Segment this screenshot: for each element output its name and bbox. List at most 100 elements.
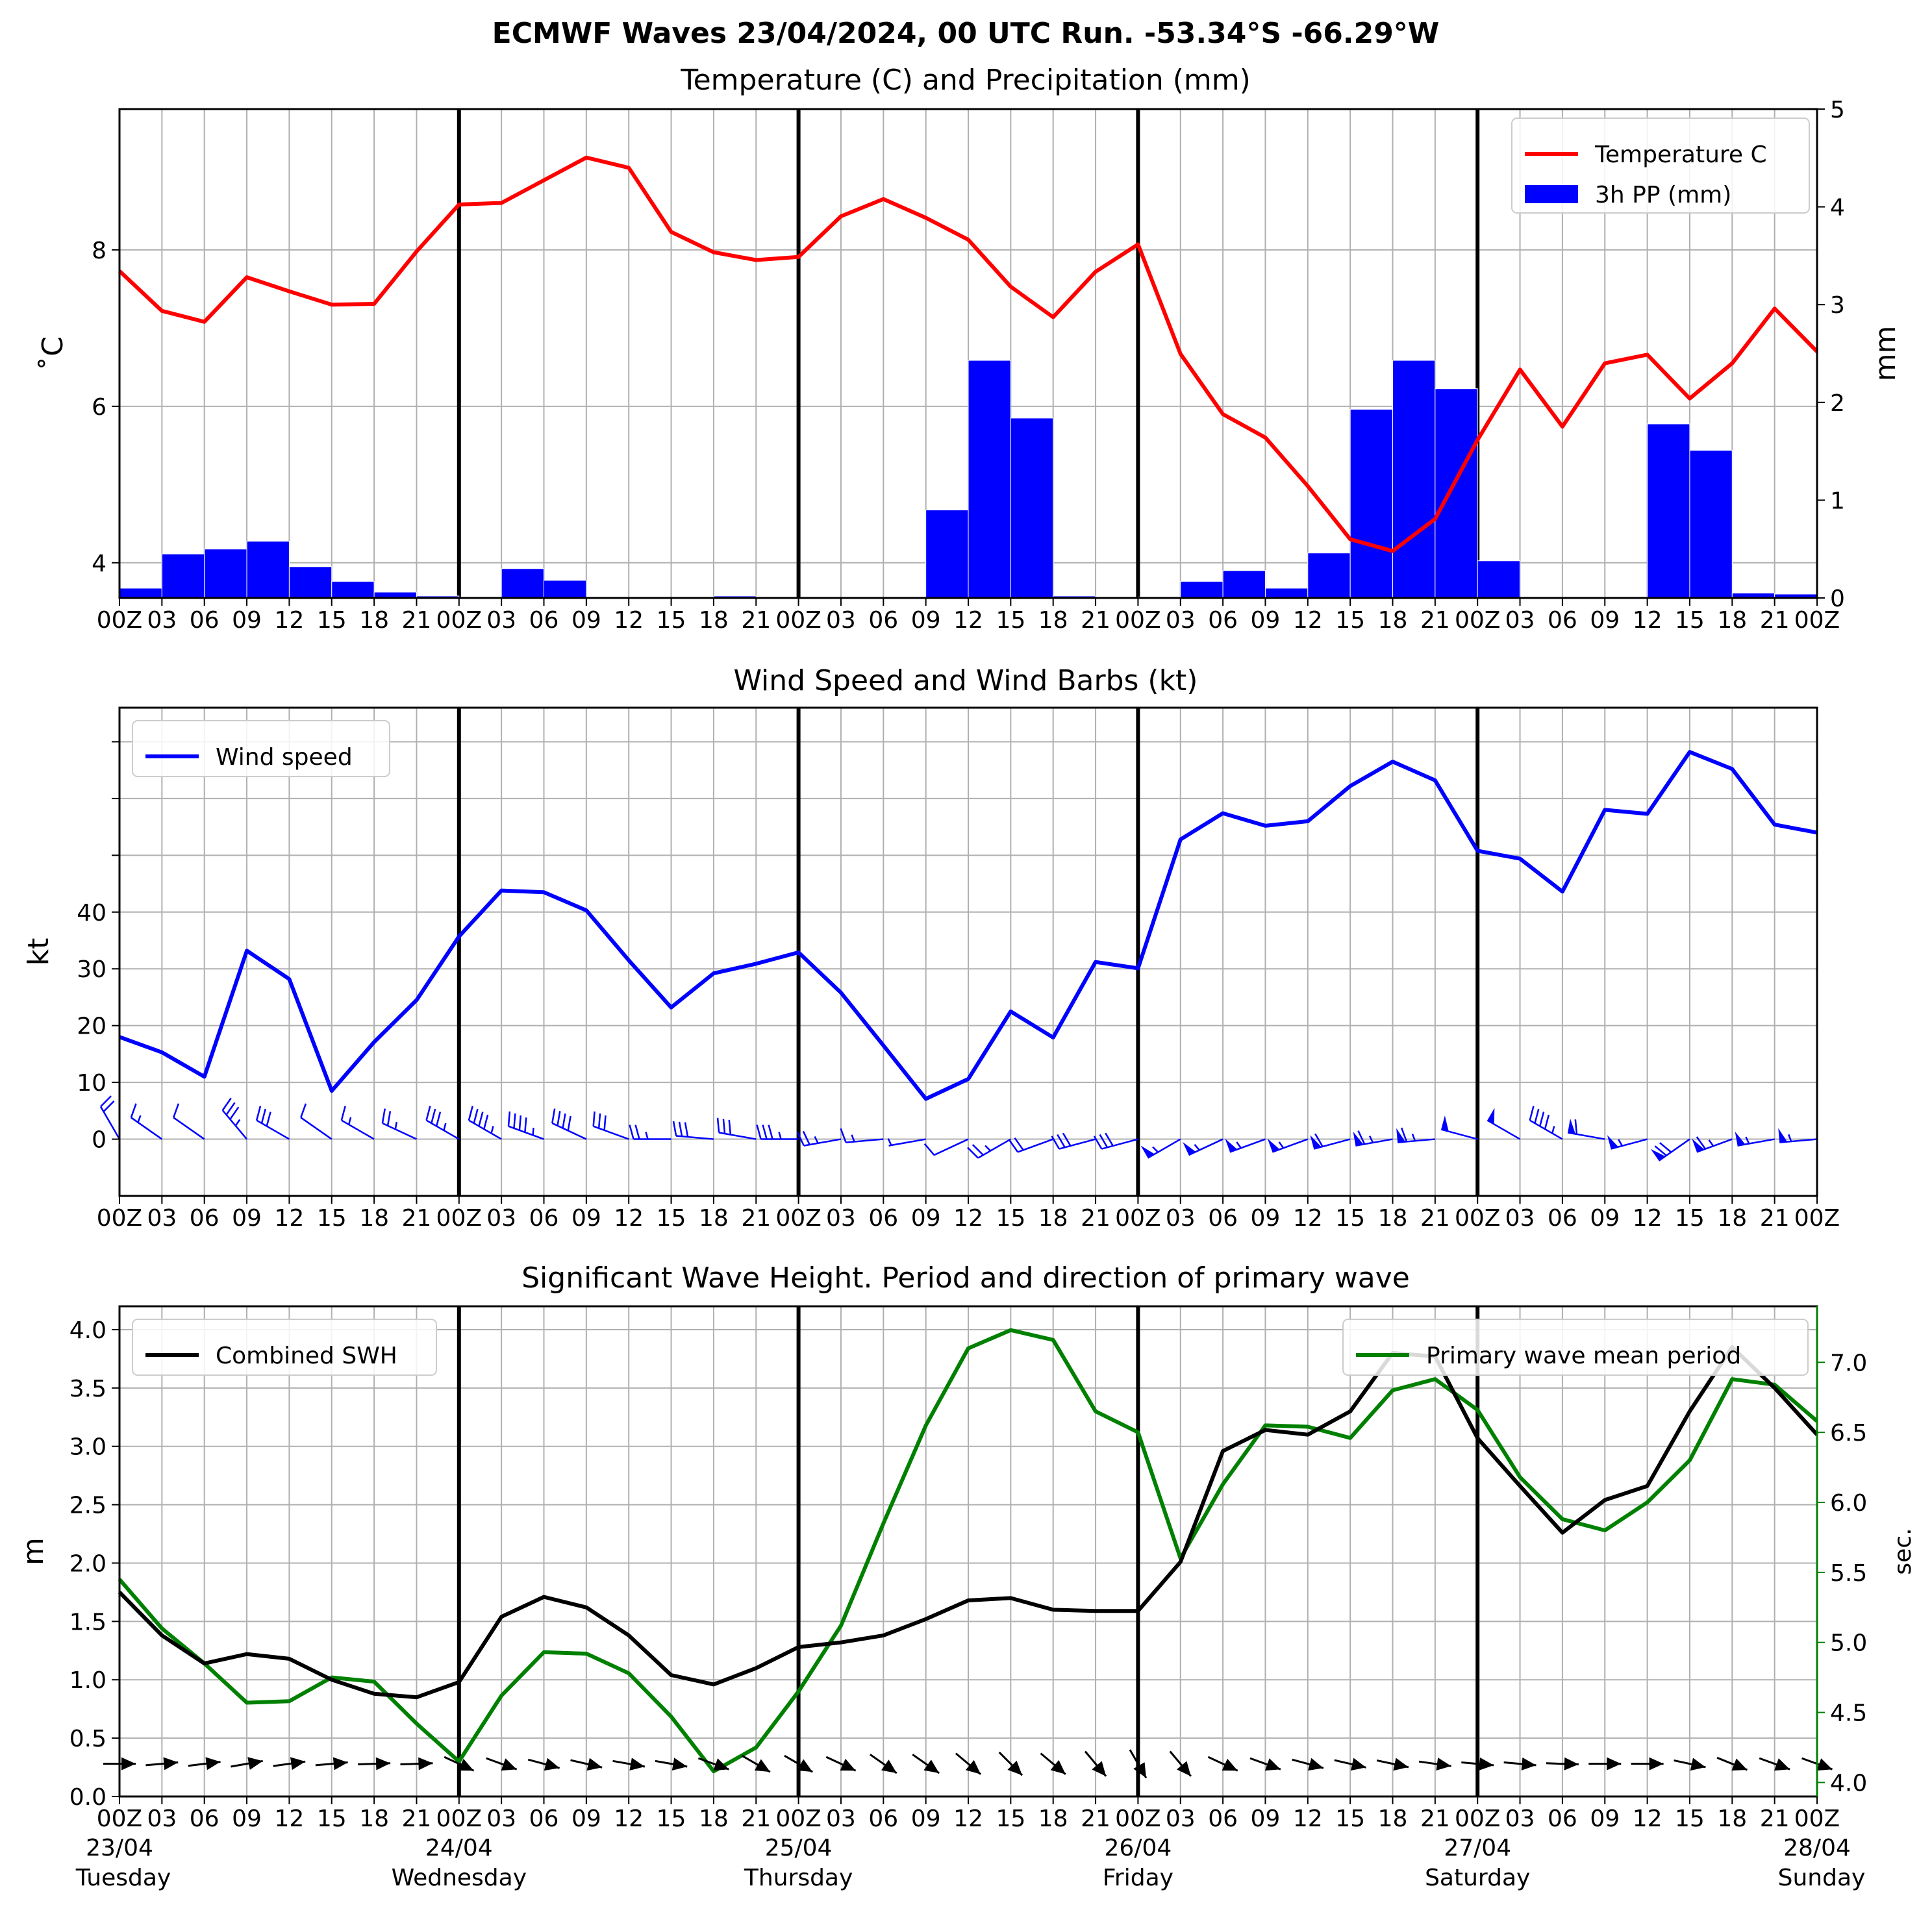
wave-direction-arrow [741,1754,771,1773]
wind-barb [340,1106,375,1140]
x-tick-label: 03 [826,607,856,634]
wave-arrow-head [458,1758,474,1771]
x-tick-label: 09 [911,1205,941,1232]
legend: Combined SWH [132,1319,437,1376]
wind-barb-staff [676,1135,714,1140]
wind-barb-half-flag [1708,1139,1714,1147]
wind-barb-staff [933,1138,969,1156]
x-tick-label: 03 [1505,1205,1535,1232]
wind-barb-half-flag [1745,1136,1750,1145]
wind-barb [1353,1130,1393,1147]
x-tick-label: 09 [911,1806,941,1832]
wave-arrow-head [1774,1758,1790,1771]
wind-barb-staff [1059,1138,1096,1150]
wave-direction-arrow [1546,1757,1579,1771]
wave-arrow-head [163,1757,179,1771]
x-tick-label: 06 [1208,607,1238,634]
day-labels: 23/04 Tuesday 24/04 Wednesday 25/04 Thursday 2… [75,1835,1866,1891]
precip-bar [544,580,587,599]
y2-tick-label: 2 [1830,390,1845,417]
wave-direction-arrow [955,1752,982,1775]
precip-bar [119,588,162,599]
x-tick-label: 06 [190,607,220,634]
wind-barb-half-flag [645,1132,649,1139]
y-tick-label: 4.0 [69,1317,107,1344]
x-tick-label: 18 [699,1205,729,1232]
wave-direction-arrows [103,1749,1833,1779]
x-tick-label: 18 [1378,1806,1408,1832]
wind-barb-half-flag [778,1132,782,1139]
y-tick-label: 4 [92,551,107,577]
wind-barb [716,1117,757,1140]
y2-tick-label: 3 [1830,292,1845,319]
wave-arrow-head [629,1758,645,1771]
wave-direction-arrow [1292,1758,1324,1771]
day-name-label: Sunday [1778,1865,1866,1891]
wind-barb-flag [768,1125,773,1139]
wave-direction-arrow [825,1756,857,1772]
x-tick-label: 21 [1760,1806,1790,1832]
temperature-series [118,155,1819,553]
wave-direction-arrow [400,1757,433,1771]
y-tick-label: 0.0 [69,1784,107,1811]
wind-barb-staff [300,1117,332,1140]
wave-direction-arrow [1249,1757,1281,1771]
x-tick-label: 09 [1251,607,1281,634]
wave-arrow-head [754,1759,770,1772]
wind-barb-half-flag [1368,1136,1374,1143]
wave-arrow-head [1607,1757,1622,1771]
precip-bar [1435,388,1478,599]
x-tick-label: 18 [1717,607,1747,634]
wave-arrow-head [840,1758,856,1771]
wind-barb [255,1106,290,1140]
wave-panel: Significant Wave Height. Period and dire… [17,1262,1916,1891]
x-tick-label: 15 [657,1806,686,1832]
y2-tick-label: 4 [1830,195,1845,221]
x-tick-label: 09 [571,607,601,634]
wind-barb-flag [756,1125,762,1139]
wind-barb-flag [1574,1119,1578,1135]
wave-direction-arrow [358,1757,391,1771]
x-tick-label: 21 [402,1806,432,1832]
wind-barb [468,1106,502,1140]
wave-direction-arrow [998,1751,1023,1776]
x-tick-label: 09 [911,607,941,634]
wind-barb [1051,1132,1096,1150]
x-tick-label: 15 [317,1205,347,1232]
legend-frame [1342,1319,1809,1376]
wind-barb-staff [1567,1132,1605,1140]
wind-barb [840,1128,884,1143]
wind-barb [1267,1138,1309,1153]
wind-barb-flag [1400,1127,1408,1142]
wind-barb-flag [629,1125,634,1139]
wind-barb [1692,1136,1733,1153]
wave-arrow-head [501,1758,517,1771]
x-tick-label: 18 [1038,1806,1068,1832]
wind-barb-flag [431,1108,436,1124]
y-tick-label: 40 [77,900,107,926]
wind-barb-pennant [1267,1138,1280,1152]
x-tick-label: 18 [1378,1205,1408,1232]
figure-title: ECMWF Waves 23/04/2024, 00 UTC Run. -53.… [492,17,1440,50]
x-tick-label: 03 [1166,1205,1196,1232]
temperature-axis-label: ˚C [36,336,69,371]
y2-tick-label: 0 [1830,586,1845,612]
wind-barb-half-flag [394,1121,397,1130]
precip-bar [1307,553,1351,599]
wave-arrow-head [375,1757,391,1771]
wave-arrow-head [965,1759,981,1774]
wind-barb-flag [1105,1132,1114,1147]
wind-barb-flag [1314,1133,1324,1147]
wind-barb-flag [728,1119,732,1135]
wind-barb-flag [1099,1134,1109,1148]
wind-barb-staff [718,1132,757,1140]
legend-swatch [1525,185,1578,203]
y-tick-label: 3.0 [69,1434,107,1461]
wave-direction-arrow [912,1754,940,1774]
wind-barb-flag [762,1125,768,1139]
x-tick-label: 09 [1590,1806,1620,1832]
wind-barb-flag [425,1106,431,1121]
wind-barb-staff [99,1106,121,1140]
x-tick-label: 03 [826,1806,856,1832]
wind-barb-flag [260,1108,266,1124]
